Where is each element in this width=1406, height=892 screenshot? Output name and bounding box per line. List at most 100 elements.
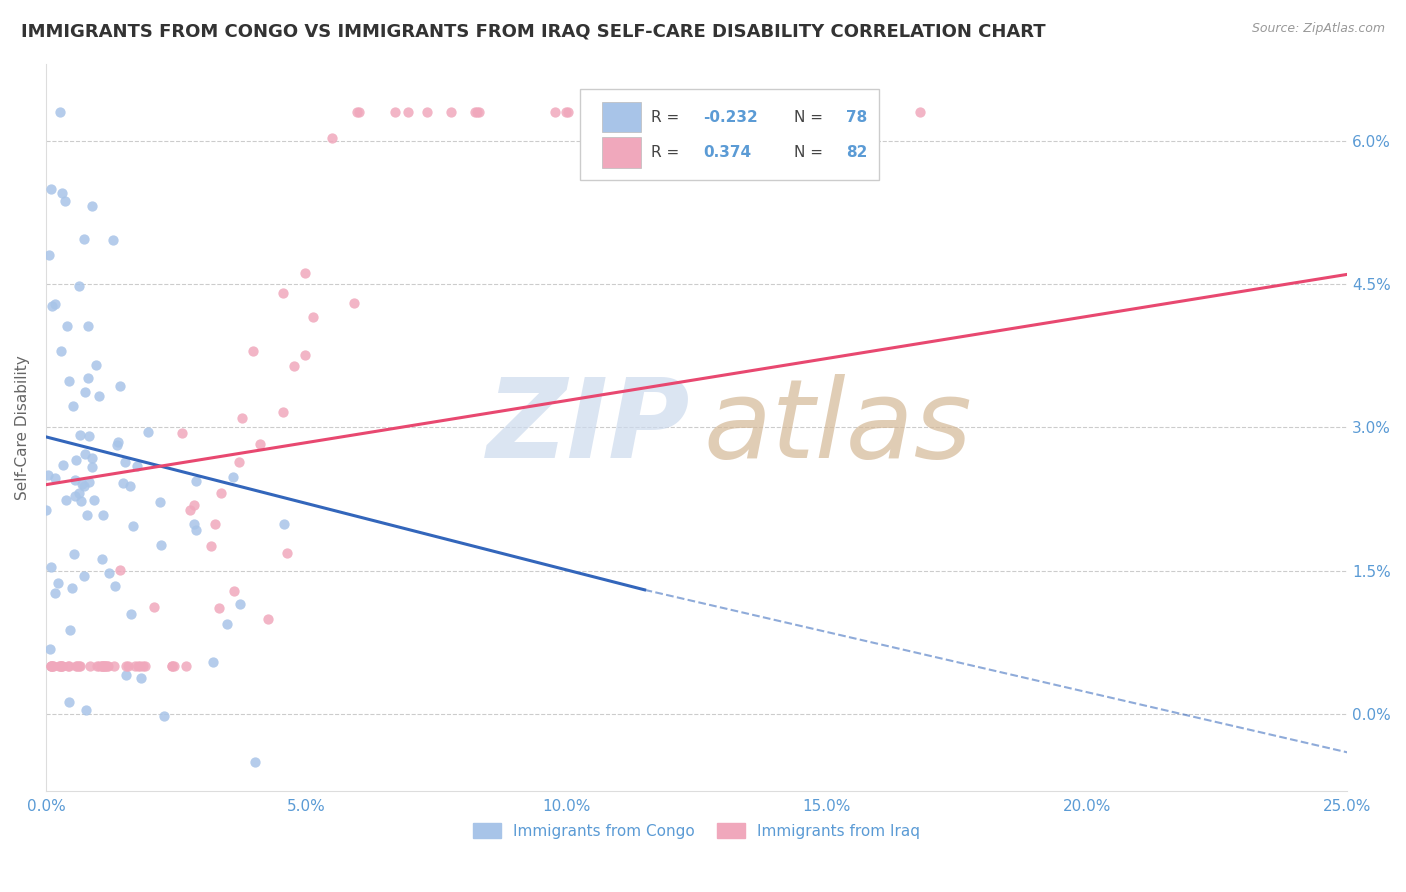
Point [83,492,105,507]
Point [200,540,222,554]
Point [73,479,96,493]
Point [77,318,100,333]
Point [91,552,114,566]
Point [101,233,124,247]
Point [129,659,152,673]
Point [38,248,60,262]
Point [153,709,176,723]
Point [52,458,75,472]
Point [41,659,63,673]
Point [440,104,463,119]
Point [343,295,366,310]
Point [55,194,77,209]
Point [134,659,156,673]
Point [70,477,93,491]
Point [396,104,419,119]
Point [65,453,87,467]
Point [576,104,599,119]
Point [44,297,66,311]
Point [39,659,62,673]
Point [60,581,83,595]
Point [112,475,135,490]
Legend: Immigrants from Congo, Immigrants from Iraq: Immigrants from Congo, Immigrants from I… [467,816,927,845]
Text: R =: R = [651,110,685,125]
Text: 78: 78 [846,110,868,125]
Text: 82: 82 [846,145,868,161]
Point [179,503,201,517]
Point [58,695,80,709]
Point [58,659,80,673]
Point [39,182,62,196]
Point [245,755,267,769]
Point [242,343,264,358]
Point [79,429,101,443]
Point [321,131,343,145]
Point [209,485,232,500]
Point [35,502,58,516]
Point [464,104,486,119]
Point [555,104,578,119]
Point [55,492,77,507]
Point [76,371,98,385]
Point [82,450,104,465]
Point [82,198,104,212]
Point [162,659,184,673]
Point [908,104,931,119]
Point [51,659,73,673]
Point [58,375,80,389]
Point [127,459,149,474]
Point [544,104,567,119]
Point [96,659,118,673]
Point [48,576,70,591]
Point [44,471,66,485]
Point [72,569,94,583]
Point [143,599,166,614]
Point [149,494,172,508]
Text: -0.232: -0.232 [703,110,758,125]
Point [136,425,159,440]
Point [44,586,66,600]
Point [132,659,155,673]
Point [208,601,231,615]
Point [87,389,110,403]
Point [110,378,132,392]
Point [120,479,142,493]
Point [121,519,143,533]
Point [202,655,225,669]
Point [294,266,316,280]
Point [66,659,89,673]
Point [347,104,370,119]
Point [49,659,72,673]
Point [699,104,721,119]
Point [69,428,91,442]
Point [183,517,205,532]
Point [217,617,239,632]
Point [231,411,253,425]
Point [93,659,115,673]
Point [97,659,120,673]
Point [79,659,101,673]
Text: N =: N = [794,145,828,161]
Point [114,455,136,469]
Point [39,559,62,574]
Point [103,659,125,673]
Point [39,642,62,657]
Point [271,285,294,300]
Point [150,538,173,552]
Point [75,703,97,717]
Point [176,659,198,673]
FancyBboxPatch shape [579,89,879,180]
Point [42,659,65,673]
Point [49,343,72,358]
Point [63,547,86,561]
Point [184,523,207,537]
Point [37,468,59,483]
Point [115,668,138,682]
Point [283,359,305,374]
Point [75,447,97,461]
Point [72,232,94,246]
Point [117,659,139,673]
Point [115,659,138,673]
Point [467,104,489,119]
Text: IMMIGRANTS FROM CONGO VS IMMIGRANTS FROM IRAQ SELF-CARE DISABILITY CORRELATION C: IMMIGRANTS FROM CONGO VS IMMIGRANTS FROM… [21,22,1046,40]
